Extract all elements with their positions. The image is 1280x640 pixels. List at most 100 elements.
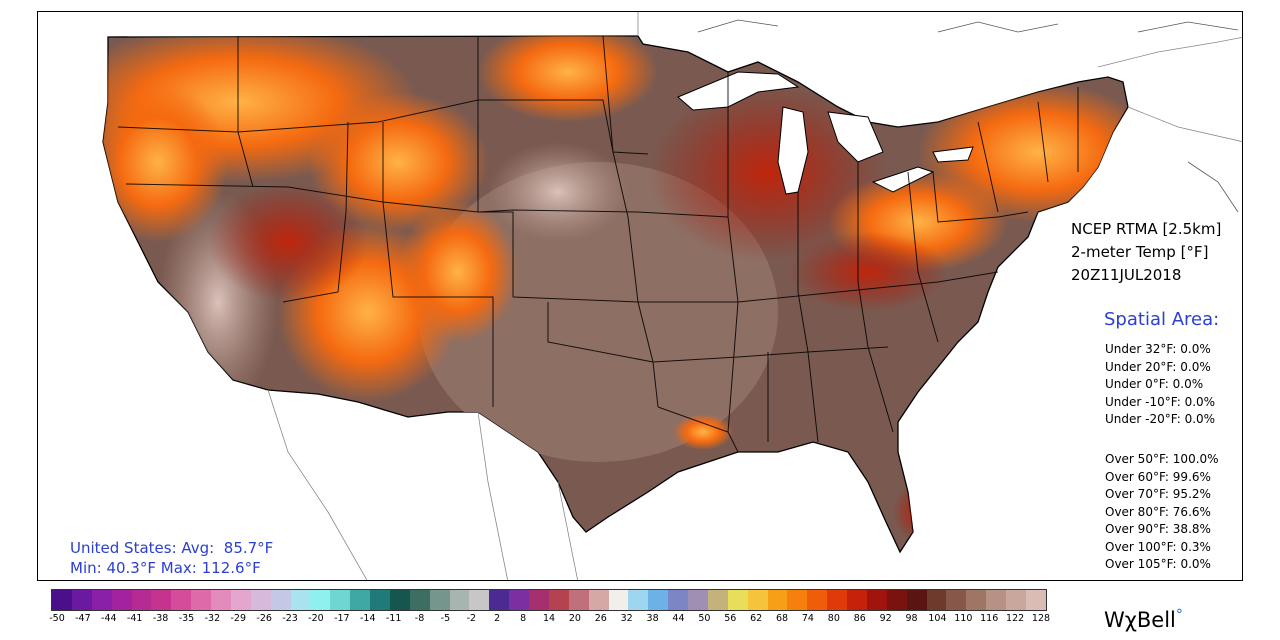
colorbar-tick-label: 92 — [879, 613, 892, 624]
colorbar-tick-label: 20 — [568, 613, 581, 624]
colorbar-tick-label: -50 — [49, 613, 65, 624]
colorbar-tick-label: 98 — [905, 613, 918, 624]
colorbar-tick-label: 38 — [646, 613, 659, 624]
colorbar-segment — [1025, 590, 1046, 610]
state-boundaries — [117, 35, 1079, 453]
over-label: Over 70°F: — [1105, 487, 1169, 501]
colorbar-segment — [986, 590, 1006, 610]
colorbar-tick-label: 44 — [672, 613, 685, 624]
over-row: Over 50°F: 100.0% — [1105, 451, 1219, 469]
colorbar-segment — [548, 590, 569, 610]
under-row: Under -10°F: 0.0% — [1105, 394, 1215, 412]
over-value: 99.6% — [1172, 469, 1211, 484]
colorbar-tick-label: 56 — [724, 613, 737, 624]
colorbar-tick-label: -5 — [440, 613, 451, 624]
lake-superior — [677, 71, 800, 111]
colorbar-segment — [489, 590, 510, 610]
us-avg-value: 85.7°F — [223, 539, 274, 557]
us-summary: United States: Avg: 85.7°F Min: 40.3°F M… — [70, 538, 273, 578]
colorbar-segment — [906, 590, 927, 610]
under-row: Under 0°F: 0.0% — [1105, 376, 1215, 394]
colorbar-segment — [767, 590, 788, 610]
under-label: Under 20°F: — [1105, 359, 1177, 374]
colorbar-tick-label: 32 — [620, 613, 633, 624]
colorbar-tick-label: -20 — [308, 613, 324, 624]
temperature-map — [38, 12, 1242, 580]
colorbar-segment — [668, 590, 688, 610]
product-variable: 2-meter Temp [°F] — [1071, 243, 1209, 261]
over-label: Over 100°F: — [1105, 539, 1177, 554]
lake-huron — [827, 111, 884, 163]
us-max-value: 112.6°F — [201, 559, 261, 577]
colorbar-segment — [886, 590, 907, 610]
canada-coastlines — [697, 19, 1239, 213]
over-row: Over 80°F: 76.6% — [1105, 504, 1219, 522]
colorbar-segment — [727, 590, 748, 610]
colorbar-segment — [608, 590, 629, 610]
colorbar-segment — [787, 590, 808, 610]
colorbar-segment — [409, 590, 430, 610]
colorbar-tick-label: 80 — [827, 613, 840, 624]
colorbar-tick-label: 110 — [954, 613, 973, 624]
us-min-label: Min: — [70, 559, 102, 577]
colorbar-tick-label: 14 — [542, 613, 556, 624]
colorbar-segment — [469, 590, 490, 610]
colorbar-tick-label: -2 — [466, 613, 477, 624]
colorbar-segment — [866, 590, 887, 610]
us-min-value: 40.3°F — [106, 559, 156, 577]
colorbar-tick-labels: -50 -47 -44 -41 -38 -35 -32 -29 -26 -23 -20 -17 -14-… — [49, 613, 1051, 627]
colorbar-tick-label: -17 — [334, 613, 350, 624]
colorbar-segment — [509, 590, 529, 610]
colorbar-segment — [688, 590, 708, 610]
colorbar-segment — [111, 590, 132, 610]
colorbar-segment — [529, 590, 549, 610]
over-label: Over 50°F: — [1105, 452, 1169, 466]
under-value: 0.0% — [1172, 377, 1204, 391]
over-label: Over 90°F: — [1105, 522, 1169, 536]
under-value: 0.0% — [1184, 412, 1216, 426]
under-value: 0.0% — [1184, 394, 1216, 409]
over-row: Over 70°F: 95.2% — [1105, 486, 1219, 504]
colorbar-segment — [151, 590, 172, 610]
colorbar-segment — [946, 590, 967, 610]
neighbor-borders — [267, 12, 1242, 580]
colorbar-segment — [628, 590, 649, 610]
under-label: Under -20°F: — [1105, 412, 1181, 426]
colorbar-tick-label: 122 — [1006, 613, 1025, 624]
colorbar-segment — [926, 590, 947, 610]
under-row: Under -20°F: 0.0% — [1105, 411, 1215, 429]
colorbar-tick-label: -8 — [414, 613, 425, 624]
colorbar-tick-label: -47 — [75, 613, 91, 624]
colorbar-tick-label: 128 — [1031, 613, 1051, 624]
colorbar-segment — [588, 590, 609, 610]
over-label: Over 80°F: — [1105, 504, 1169, 519]
colorbar-tick-label: -35 — [178, 613, 195, 624]
colorbar-tick-label: -38 — [152, 613, 169, 624]
over-value: 76.6% — [1172, 504, 1211, 519]
brand-logo: WχBell° — [1104, 607, 1183, 632]
colorbar-segment — [52, 590, 72, 610]
over-stats: Over 50°F: 100.0% Over 60°F: 99.6% Over 70… — [1105, 451, 1219, 574]
colorbar-tick-label: 50 — [698, 613, 711, 624]
colorbar-segment — [350, 590, 370, 610]
colorbar-tick-label: -23 — [282, 613, 298, 624]
colorbar-tick-label: 104 — [928, 613, 947, 624]
under-stats: Under 32°F: 0.0% Under 20°F: 0.0% Under 0°… — [1105, 341, 1215, 429]
colorbar-tick-label: 26 — [594, 613, 607, 624]
colorbar-tick-label: -32 — [204, 613, 221, 624]
colorbar-segment — [827, 590, 847, 610]
colorbar-tick-label: 116 — [980, 613, 999, 624]
lake-ontario — [932, 146, 974, 163]
colorbar-tick-label: -44 — [101, 613, 117, 624]
colorbar-segment — [290, 590, 311, 610]
colorbar-segment — [91, 590, 112, 610]
us-max-label: Max: — [160, 559, 197, 577]
colorbar-segment — [330, 590, 351, 610]
temperature-colorbar — [51, 589, 1047, 611]
over-value: 0.0% — [1180, 557, 1211, 571]
colorbar-segment — [429, 590, 450, 610]
colorbar-segment — [568, 590, 589, 610]
colorbar-tick-label: 74 — [801, 613, 814, 624]
colorbar-segment — [211, 590, 231, 610]
product-info: NCEP RTMA [2.5km] 2-meter Temp [°F] 20Z1… — [1071, 218, 1221, 287]
